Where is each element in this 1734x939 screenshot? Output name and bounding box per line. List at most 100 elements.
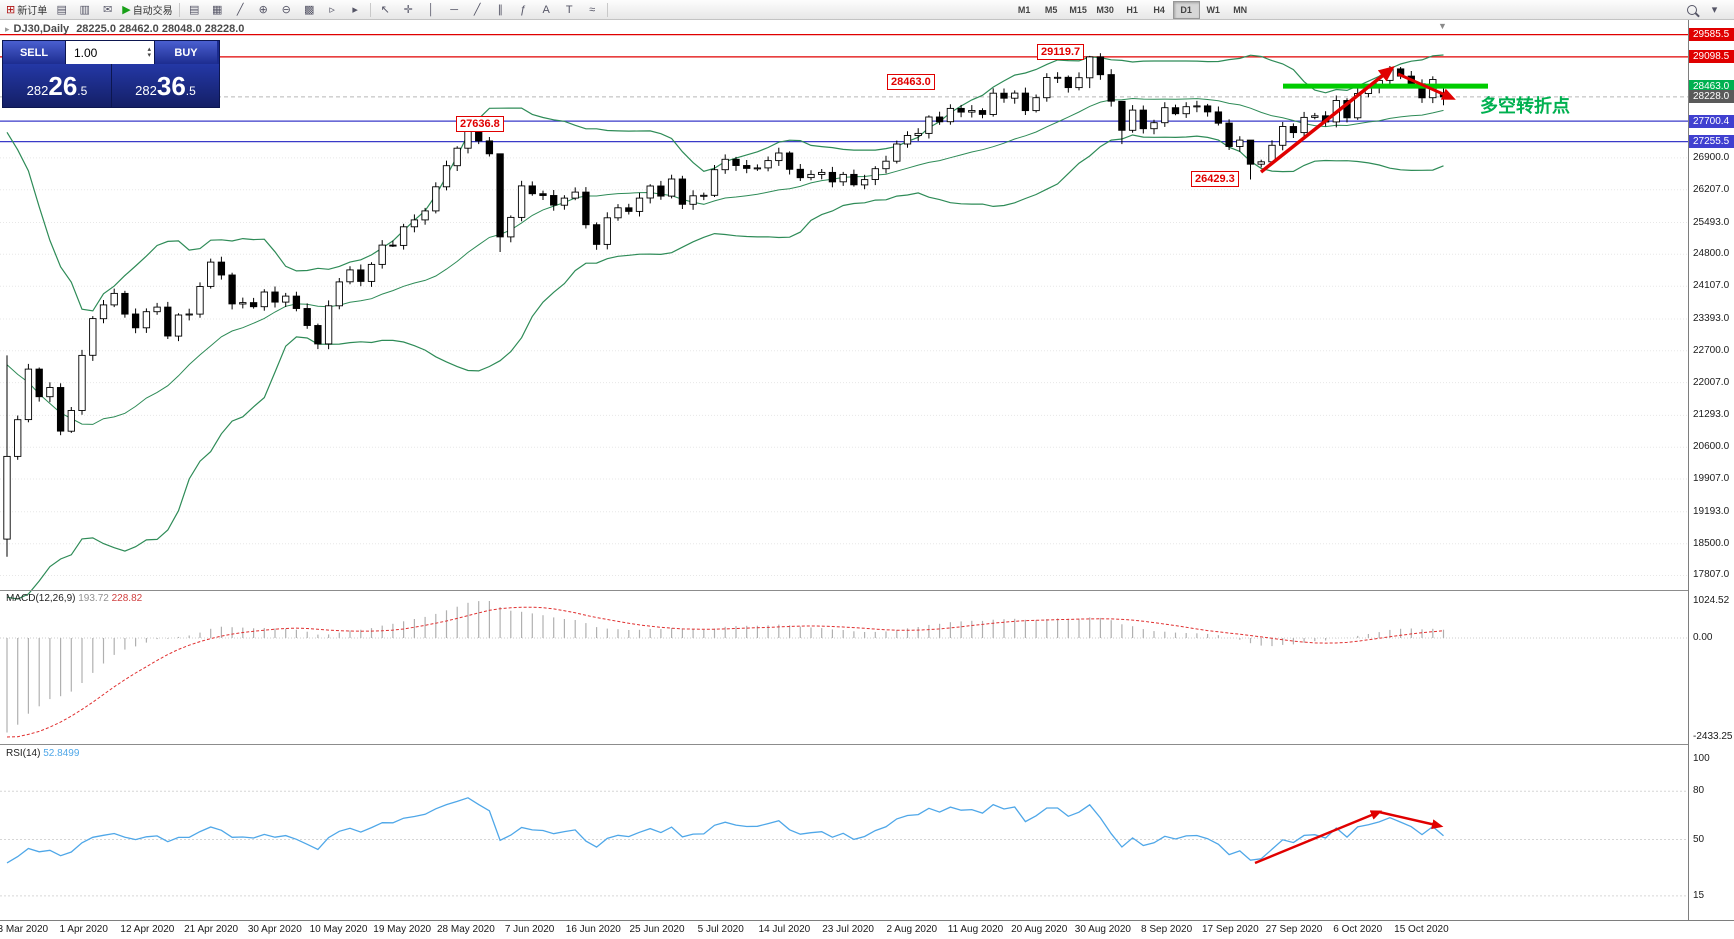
pane-separator[interactable] — [0, 744, 1734, 745]
vertical-line-icon: │ — [427, 3, 435, 16]
text-icon[interactable]: A — [535, 0, 558, 19]
price-chart[interactable] — [0, 0, 1688, 939]
date-label: 15 Oct 2020 — [1394, 924, 1449, 935]
timeframe-h1[interactable]: H1 — [1126, 4, 1138, 15]
label-icon[interactable]: T — [558, 0, 581, 19]
zoom-in-icon: ⊕ — [258, 4, 268, 16]
timeframe-m1[interactable]: M1 — [1017, 4, 1031, 15]
timeframe-mn[interactable]: MN — [1233, 4, 1248, 15]
date-label: 11 Aug 2020 — [947, 924, 1004, 935]
auto-scroll-icon[interactable]: ▹ — [321, 0, 344, 19]
text-icon: A — [542, 3, 550, 16]
price-fraction: .5 — [185, 84, 196, 98]
timeframe-h4[interactable]: H4 — [1153, 4, 1165, 15]
pane-separator[interactable] — [0, 590, 1734, 591]
date-label: 30 Apr 2020 — [247, 924, 302, 935]
charts-icon[interactable]: ▤ — [50, 0, 73, 19]
chart-ohlc: 28225.0 28462.0 28048.0 28228.0 — [76, 23, 245, 35]
new-order-button[interactable]: ⊞ 新订单 — [3, 0, 50, 19]
date-label: 19 May 2020 — [373, 924, 432, 935]
timeframe-m5[interactable]: M5 — [1044, 4, 1058, 15]
zoom-in-icon[interactable]: ⊕ — [252, 0, 275, 19]
buy-button[interactable]: BUY — [154, 41, 217, 64]
trendline-icon[interactable]: ╱ — [466, 0, 489, 19]
timeframe-d1[interactable]: D1 — [1172, 0, 1200, 19]
date-label: 17 Sep 2020 — [1201, 924, 1259, 935]
date-label: 12 Apr 2020 — [120, 924, 175, 935]
channel-icon: ∥ — [497, 4, 503, 16]
price-axis-label: 19907.0 — [1693, 473, 1730, 485]
rsi-label: RSI(14) — [6, 748, 41, 759]
price-callout: 27636.8 — [456, 116, 504, 132]
price-prefix: 282 — [135, 83, 157, 98]
price-fraction: .5 — [77, 84, 88, 98]
one-click-trading-panel: SELL 1.00 ▴ ▾ BUY 282 26.5 282 36.5 — [2, 40, 220, 108]
chart-symbol-period: DJ30,Daily — [13, 23, 70, 35]
price-axis-label: 18500.0 — [1693, 537, 1730, 549]
timeframe-m15[interactable]: M15 — [1069, 4, 1087, 15]
bar-chart-icon[interactable]: ▤ — [183, 0, 206, 19]
zoom-out-icon: ⊖ — [281, 4, 291, 16]
rsi-axis-label: 15 — [1693, 889, 1705, 901]
volume-spinner: ▴ ▾ — [147, 45, 154, 59]
price-axis-label: 26900.0 — [1693, 151, 1730, 163]
cursor-icon[interactable]: ↖ — [374, 0, 397, 19]
chart-shift-icon: ▸ — [352, 4, 358, 16]
charts-icon: ▤ — [56, 4, 67, 16]
cursor-icon: ↖ — [380, 4, 390, 16]
fibonacci-icon[interactable]: ƒ — [512, 0, 535, 19]
toolbar-separator — [178, 2, 180, 17]
volume-down-icon[interactable]: ▾ — [147, 51, 151, 59]
quick-search-caret-icon[interactable]: ▾ — [1703, 0, 1726, 19]
date-label: 1 Apr 2020 — [59, 924, 108, 935]
candlestick-chart-icon: ▦ — [211, 4, 223, 16]
auto-scroll-icon: ▹ — [329, 4, 335, 16]
macd-label: MACD(12,26,9) — [6, 593, 76, 604]
time-axis[interactable]: 23 Mar 2020 1 Apr 2020 12 Apr 2020 21 Apr 2… — [0, 920, 1734, 939]
sell-button[interactable]: SELL — [3, 41, 66, 64]
price-axis-label: 17807.0 — [1693, 569, 1730, 581]
price-axis-tag: 27255.5 — [1689, 135, 1734, 149]
price-axis-label: 26207.0 — [1693, 183, 1730, 195]
price-axis-label: 20600.0 — [1693, 441, 1730, 453]
volume-field[interactable]: 1.00 ▴ ▾ — [66, 41, 154, 64]
timeframe-w1[interactable]: W1 — [1206, 4, 1220, 15]
macd-signal-value: 228.82 — [111, 593, 143, 604]
date-label: 30 Aug 2020 — [1074, 924, 1131, 935]
price-axis[interactable]: 26900.0 26207.0 25493.0 24800.0 24107.0 23393… — [1688, 20, 1734, 920]
macd-main-value: 193.72 — [78, 593, 109, 604]
alerts-icon[interactable]: ✉ — [96, 0, 119, 19]
line-chart-icon[interactable]: ╱ — [229, 0, 252, 19]
date-label: 6 Oct 2020 — [1333, 924, 1383, 935]
price-callout: 28463.0 — [887, 74, 935, 90]
annotation-text: 多空转折点 — [1480, 96, 1570, 116]
volume-value: 1.00 — [74, 45, 98, 60]
vertical-line-icon[interactable]: │ — [420, 0, 443, 19]
price-axis-label: 24800.0 — [1693, 248, 1730, 260]
rsi-axis-label: 100 — [1693, 753, 1710, 764]
price-callout: 26429.3 — [1191, 171, 1239, 187]
profiles-icon[interactable]: ▥ — [73, 0, 96, 19]
indicators-icon[interactable]: ≈ — [581, 0, 604, 19]
date-label: 23 Mar 2020 — [0, 924, 49, 935]
candlestick-chart-icon[interactable]: ▦ — [206, 0, 229, 19]
date-label: 10 May 2020 — [309, 924, 368, 935]
date-label: 2 Aug 2020 — [886, 924, 938, 935]
volume-up-icon[interactable]: ▴ — [147, 45, 151, 53]
crosshair-icon[interactable]: ✛ — [397, 0, 420, 19]
toolbar-separator — [606, 2, 608, 17]
quick-search-caret-icon: ▾ — [1711, 4, 1718, 16]
chart-shift-icon[interactable]: ▸ — [344, 0, 367, 19]
tile-windows-icon[interactable]: ▩ — [298, 0, 321, 19]
macd-axis-label: 0.00 — [1693, 632, 1713, 643]
channel-icon[interactable]: ∥ — [489, 0, 512, 19]
horizontal-line-icon[interactable]: ─ — [443, 0, 466, 19]
timeframe-m30[interactable]: M30 — [1096, 4, 1114, 15]
zoom-out-icon[interactable]: ⊖ — [275, 0, 298, 19]
search-icon[interactable] — [1680, 0, 1703, 19]
caption-toggle-icon[interactable]: ▸ — [5, 24, 10, 34]
autotrade-button[interactable]: ▶ 自动交易 — [119, 0, 175, 19]
date-label: 27 Sep 2020 — [1265, 924, 1323, 935]
macd-axis-label: -2433.25 — [1693, 731, 1733, 742]
price-axis-tag: 28463.0 — [1689, 79, 1734, 93]
